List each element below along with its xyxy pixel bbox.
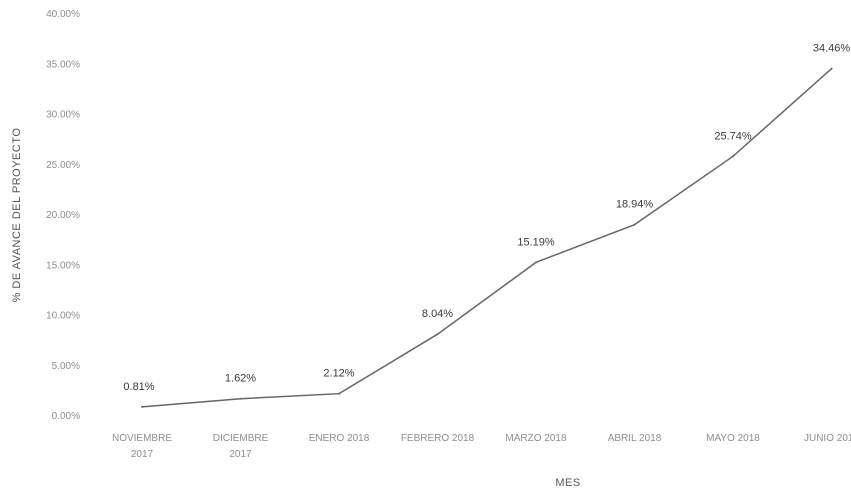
y-tick-label: 25.00% [46, 160, 80, 171]
data-label: 25.74% [714, 130, 752, 142]
x-tick-label: MAYO 2018 [706, 433, 760, 444]
data-label: 1.62% [225, 373, 256, 385]
y-tick-label: 40.00% [46, 9, 80, 20]
y-tick-label: 10.00% [46, 311, 80, 322]
data-point [141, 406, 143, 408]
y-axis-ticks: 0.00% 5.00% 10.00% 15.00% 20.00% 25.00% 30.00%… [46, 9, 80, 422]
y-tick-label: 30.00% [46, 110, 80, 121]
data-labels: 0.81% 1.62% 2.12% 8.04% 15.19% 18.94% 25.74% 34… [123, 43, 850, 408]
y-tick-label: 35.00% [46, 59, 80, 70]
data-point [831, 68, 833, 70]
y-axis-title: % DE AVANCE DEL PROYECTO [11, 128, 23, 303]
x-tick-label: FEBRERO 2018 [401, 433, 475, 444]
x-tick-label: MARZO 2018 [505, 433, 567, 444]
data-point [634, 224, 636, 226]
data-label: 18.94% [616, 199, 654, 211]
x-tick-label: JUNIO 2018 [804, 433, 851, 444]
data-label: 15.19% [517, 236, 555, 248]
data-point [732, 155, 734, 157]
x-tick-label: DICIEMBRE 2017 [213, 433, 269, 460]
data-point [338, 393, 340, 395]
y-tick-label: 5.00% [52, 361, 80, 372]
y-tick-label: 15.00% [46, 260, 80, 271]
data-label: 34.46% [813, 43, 851, 55]
y-tick-label: 0.00% [52, 411, 80, 422]
x-tick-label: NOVIEMBRE 2017 [112, 433, 172, 460]
series-line [142, 69, 832, 407]
y-tick-label: 20.00% [46, 210, 80, 221]
data-point [535, 261, 537, 263]
x-axis-title: MES [555, 477, 580, 489]
data-point [437, 333, 439, 335]
data-label: 0.81% [123, 381, 154, 393]
x-tick-label: ABRIL 2018 [608, 433, 662, 444]
data-label: 8.04% [422, 308, 453, 320]
data-label: 2.12% [323, 368, 354, 380]
data-point [240, 398, 242, 400]
x-axis-ticks: NOVIEMBRE 2017 DICIEMBRE 2017 ENERO 2018 FEBR… [112, 433, 851, 460]
x-tick-label: ENERO 2018 [309, 433, 370, 444]
